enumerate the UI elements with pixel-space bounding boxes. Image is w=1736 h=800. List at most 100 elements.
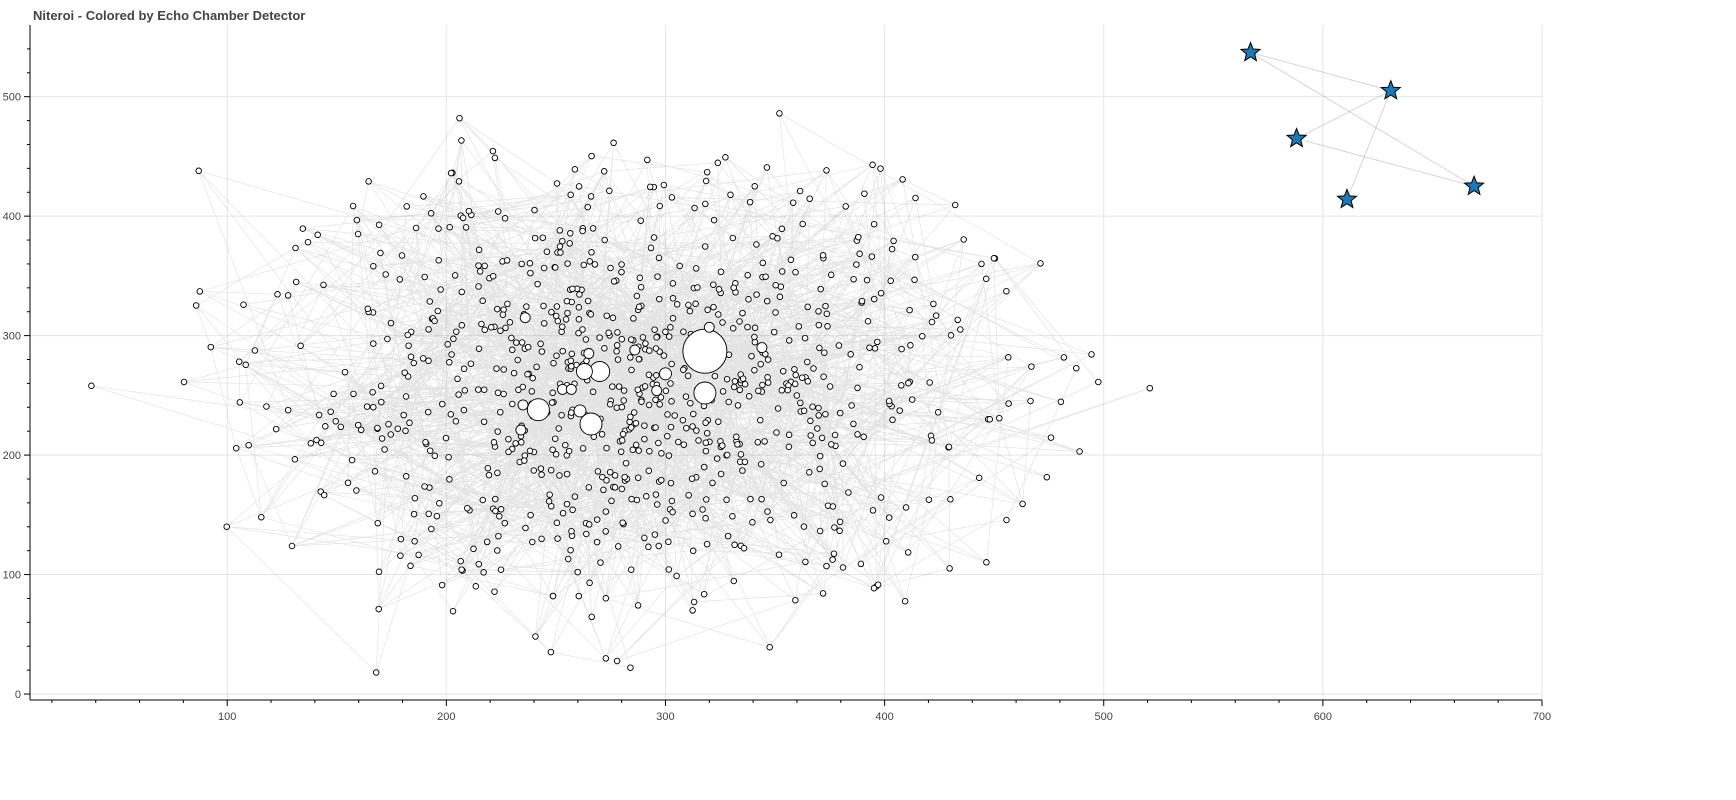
node — [753, 291, 760, 298]
node — [737, 451, 745, 458]
node — [928, 437, 936, 444]
node — [947, 332, 955, 339]
node — [715, 418, 722, 425]
node — [753, 241, 760, 248]
node — [652, 424, 659, 431]
node — [467, 360, 475, 367]
node — [722, 154, 729, 161]
node — [591, 261, 599, 268]
node — [702, 177, 710, 185]
node — [607, 264, 614, 272]
node — [641, 534, 648, 542]
node — [646, 347, 653, 354]
node — [819, 252, 827, 259]
node — [839, 564, 847, 571]
node — [522, 524, 529, 532]
node — [558, 411, 565, 419]
node — [791, 380, 799, 388]
node — [258, 513, 265, 521]
node — [703, 168, 711, 176]
node — [494, 469, 501, 477]
node — [736, 318, 743, 325]
node — [861, 190, 868, 197]
node — [421, 273, 428, 281]
node — [710, 303, 717, 311]
node — [548, 308, 555, 316]
node — [864, 318, 872, 325]
node — [497, 408, 504, 416]
node — [500, 366, 507, 373]
hub-node — [519, 312, 531, 324]
node — [717, 470, 725, 478]
node — [514, 356, 521, 364]
node — [764, 356, 772, 363]
node — [450, 335, 457, 343]
node — [700, 590, 708, 598]
node — [382, 271, 389, 278]
node — [1076, 448, 1083, 455]
node — [665, 538, 672, 546]
node — [799, 220, 806, 228]
node — [877, 494, 885, 501]
node — [772, 281, 779, 289]
node — [571, 166, 579, 173]
node — [695, 437, 702, 444]
x-tick-label: 200 — [437, 711, 455, 723]
node — [632, 419, 640, 427]
node — [751, 338, 759, 346]
node — [526, 260, 534, 267]
node — [585, 521, 593, 528]
node — [634, 474, 642, 481]
star-node — [1463, 174, 1485, 196]
node — [853, 261, 860, 268]
node — [836, 527, 843, 535]
node — [313, 436, 320, 444]
node — [483, 538, 491, 546]
node — [869, 507, 877, 514]
node — [680, 441, 688, 448]
node — [727, 191, 734, 199]
node — [364, 305, 372, 313]
node — [790, 512, 798, 519]
node — [658, 476, 665, 484]
node — [868, 253, 876, 260]
node — [446, 359, 453, 366]
node — [996, 414, 1003, 422]
node — [815, 404, 822, 412]
node — [615, 383, 623, 390]
node — [778, 225, 786, 233]
node — [601, 236, 608, 244]
node — [770, 328, 778, 336]
node — [651, 531, 659, 538]
node — [1037, 260, 1044, 267]
node — [580, 261, 588, 269]
node — [817, 285, 824, 293]
node — [809, 439, 816, 447]
node — [796, 187, 804, 195]
node — [710, 281, 717, 288]
node — [575, 316, 583, 323]
node — [618, 485, 626, 493]
node — [455, 391, 462, 398]
node — [669, 508, 676, 516]
node — [645, 543, 652, 551]
node — [526, 447, 534, 455]
node — [704, 306, 711, 314]
node — [717, 268, 725, 276]
node — [545, 498, 553, 505]
node — [830, 550, 838, 557]
node — [835, 342, 843, 349]
node — [755, 387, 762, 395]
node — [180, 378, 188, 386]
node — [655, 439, 662, 447]
node — [552, 264, 559, 271]
node — [412, 224, 420, 232]
node — [729, 234, 737, 242]
node — [1003, 287, 1010, 295]
node — [703, 496, 710, 503]
node — [652, 491, 660, 498]
node — [850, 420, 857, 428]
node — [928, 318, 936, 326]
node — [651, 326, 658, 333]
node — [751, 324, 759, 332]
